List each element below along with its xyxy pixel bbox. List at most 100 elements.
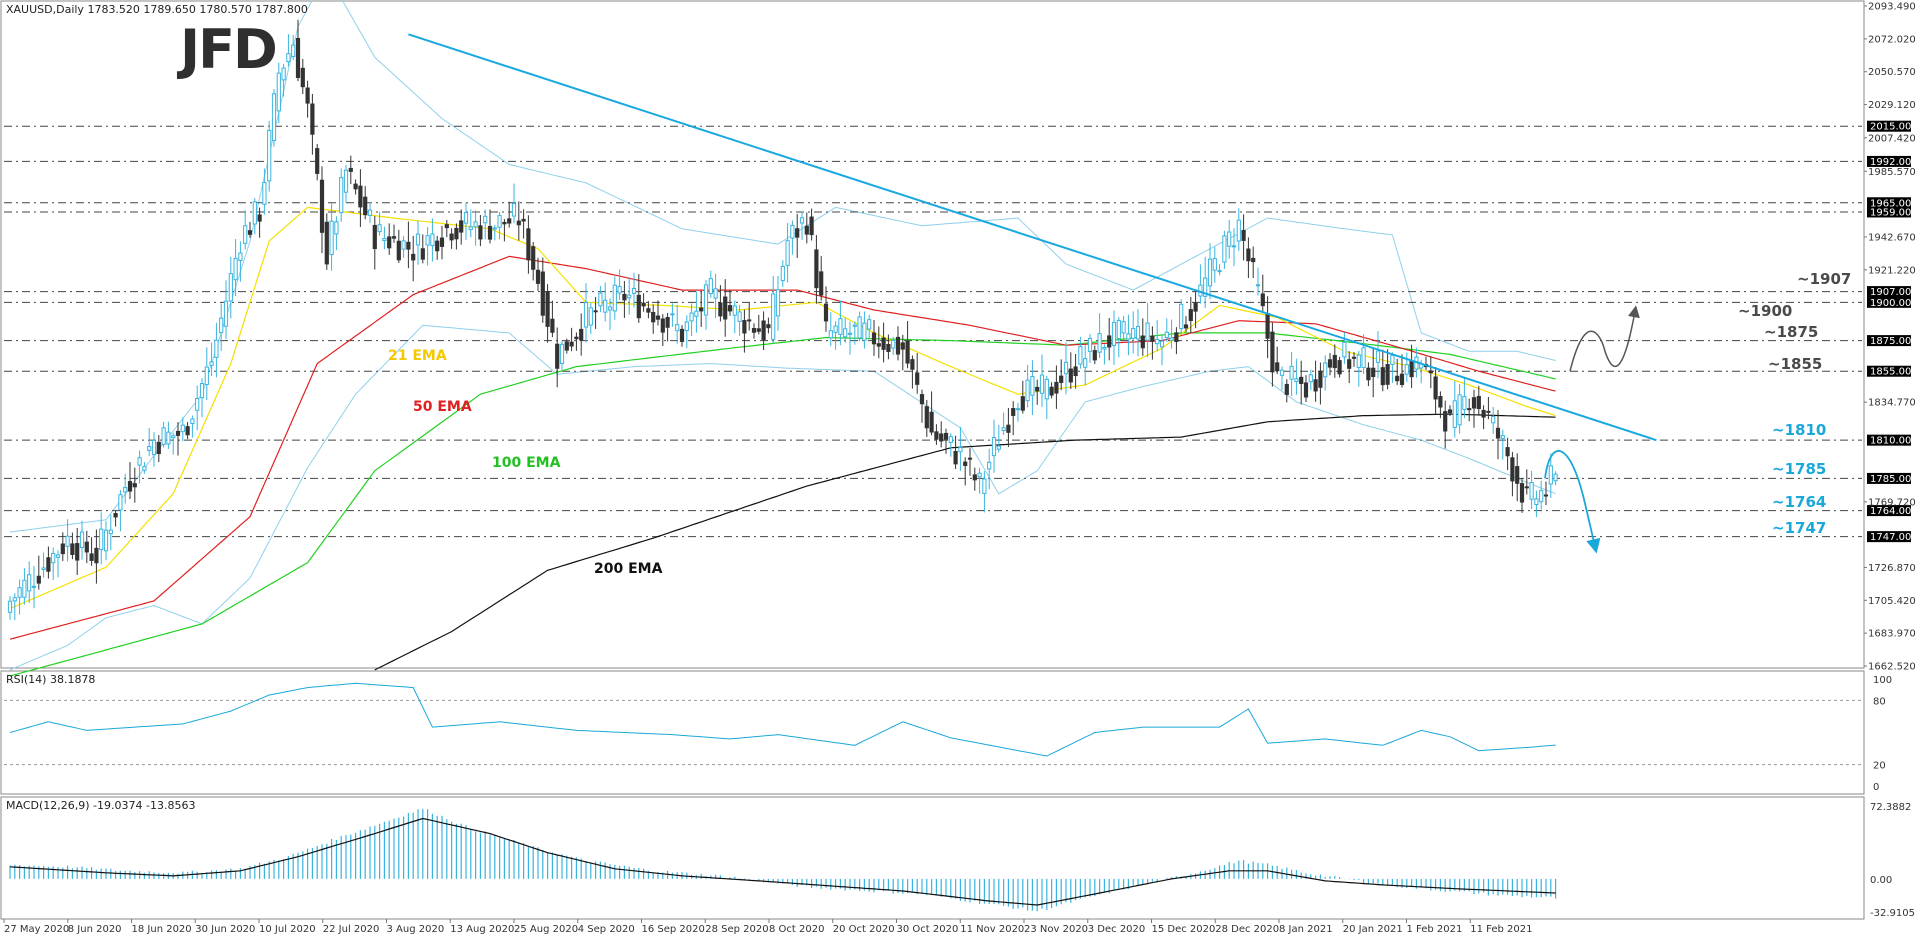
candle-body: [252, 201, 257, 225]
level-badge-text-1785.000: 1785.000: [1870, 474, 1916, 485]
candle-body: [723, 296, 728, 320]
x-tick-label: 23 Nov 2020: [1024, 924, 1088, 935]
candle-body: [1433, 376, 1438, 400]
candle-body: [982, 478, 987, 494]
candle-body: [857, 316, 862, 339]
x-tick-label: 16 Sep 2020: [642, 924, 705, 935]
candle-body: [1097, 333, 1102, 353]
candle-body: [1260, 293, 1265, 307]
candle-body: [545, 291, 550, 327]
candle-body: [766, 324, 771, 329]
candle-body: [1083, 358, 1088, 368]
candle-body: [948, 436, 953, 443]
candle-body: [1385, 364, 1390, 385]
level-badge-1764.000: [1867, 505, 1911, 517]
candle-body: [487, 225, 493, 240]
candle-body: [367, 209, 373, 216]
candle-body: [871, 332, 877, 345]
candle-body: [348, 167, 353, 172]
candle-body: [958, 446, 963, 453]
candle-body: [190, 418, 195, 424]
level-badge-1992.000: [1867, 155, 1911, 167]
candle-body: [1318, 370, 1323, 388]
candle-body: [75, 543, 80, 561]
level-label-1810: ~1810: [1772, 421, 1826, 439]
candle-body: [1476, 395, 1481, 410]
candle-body: [1164, 331, 1169, 338]
candle-body: [987, 461, 992, 470]
candle-body: [1246, 248, 1251, 262]
level-label-1855: ~1855: [1768, 355, 1822, 373]
candle-body: [516, 220, 521, 226]
candle-body: [819, 271, 824, 296]
macd-signal-line: [9, 817, 1556, 906]
candle-body: [670, 313, 675, 316]
rsi-pane-frame: [0, 670, 1865, 795]
y-tick-label: 1705.420: [1868, 596, 1916, 607]
ema100-label: 100 EMA: [492, 455, 561, 471]
candle-body: [1534, 498, 1539, 505]
rsi-tick-label: 80: [1873, 696, 1886, 707]
candle-body: [1251, 257, 1256, 263]
candle-body: [1332, 354, 1337, 369]
candle-body: [1035, 386, 1040, 392]
x-tick-label: 11 Feb 2021: [1470, 924, 1532, 935]
candle-body: [420, 248, 425, 260]
candle-body: [1107, 335, 1112, 348]
candle-body: [94, 547, 99, 564]
candle-body: [1323, 362, 1328, 378]
candle-body: [1270, 331, 1275, 373]
candle-body: [171, 435, 176, 439]
candle-body: [1375, 350, 1381, 363]
candle-body: [310, 103, 315, 135]
candle-body: [492, 227, 497, 230]
candle-body: [641, 302, 646, 307]
candle-body: [1471, 397, 1477, 409]
candle-body: [1183, 324, 1189, 329]
candle-body: [204, 366, 209, 386]
candle-body: [876, 343, 881, 347]
candle-body: [247, 230, 253, 235]
candle-body: [243, 225, 248, 244]
candle-body: [665, 316, 670, 328]
candle-body: [799, 217, 805, 224]
candle-body: [7, 600, 13, 613]
ema21-label: 21 EMA: [388, 348, 447, 364]
candle-body: [785, 240, 790, 266]
candle-body: [1073, 366, 1078, 376]
macd-pane: 72.3882 0.00 -32.9105: [9, 802, 1915, 919]
candle-body: [185, 426, 190, 436]
y-tick-label: 2093.490: [1868, 2, 1916, 13]
candle-body: [468, 226, 473, 231]
candle-body: [70, 543, 75, 556]
trendline: [408, 33, 1657, 442]
candle-body: [631, 287, 637, 294]
candle-body: [732, 305, 737, 316]
candle-body: [1231, 245, 1237, 248]
candle-body: [579, 328, 584, 341]
candle-body: [780, 265, 785, 282]
macd-tick-label: 0.00: [1870, 875, 1892, 886]
level-badge-1900.000: [1867, 296, 1911, 308]
candle-body: [1275, 362, 1280, 372]
candle-body: [881, 337, 886, 350]
candle-body: [473, 221, 478, 228]
candle-body: [1495, 427, 1501, 439]
candle-body: [555, 343, 560, 369]
candle-body: [12, 597, 17, 602]
candle-body: [1371, 367, 1376, 378]
level-badge-1747.000: [1867, 531, 1911, 543]
candle-body: [756, 328, 761, 332]
rsi-pane: 100 80 20 0: [4, 675, 1892, 793]
candle-body: [943, 432, 949, 440]
candle-body: [113, 513, 118, 518]
candle-body: [1303, 382, 1309, 398]
candle-body: [939, 433, 944, 442]
y-tick-label: 2050.570: [1868, 67, 1916, 78]
level-label-1875: ~1875: [1764, 323, 1818, 341]
candle-body: [1491, 415, 1496, 424]
y-tick-label: 1769.720: [1868, 497, 1916, 508]
candle-body: [1428, 370, 1433, 374]
candle-body: [1505, 447, 1510, 457]
